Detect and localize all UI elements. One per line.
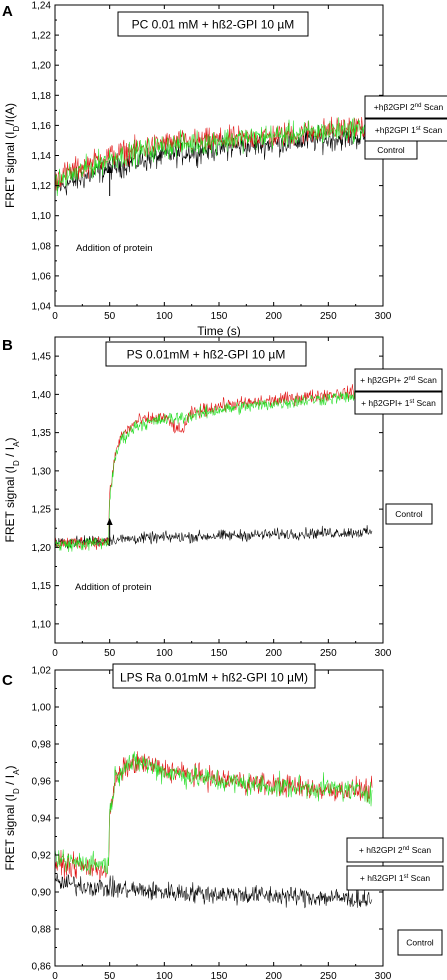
- y-tick-label: 1,40: [32, 390, 52, 401]
- legend-box: [397, 929, 443, 956]
- y-tick-label: 1,08: [32, 241, 52, 252]
- annotation-text: Addition of protein: [75, 582, 152, 593]
- y-tick-label: 1,25: [32, 505, 52, 516]
- y-tick-label: 1,16: [32, 121, 52, 132]
- series-line-h-2gpi-1st-scan: [54, 388, 373, 553]
- title-box: [112, 663, 316, 689]
- x-tick-label: 250: [320, 648, 337, 659]
- y-tick-label: 1,30: [32, 466, 52, 477]
- legend-label: + hß2GPI 1st Scan: [360, 873, 430, 883]
- y-tick-label: 1,02: [32, 666, 52, 677]
- x-tick-label: 50: [104, 971, 116, 980]
- legend-box: [364, 95, 447, 119]
- x-axis-label: Time (s): [197, 324, 241, 338]
- legend-label: Control: [395, 509, 423, 519]
- title-box: [117, 11, 309, 37]
- x-tick-label: 250: [320, 311, 337, 322]
- y-axis-label: FRET signal (ID/I(A): [3, 103, 21, 208]
- annotation-arrowhead: [106, 518, 113, 525]
- plot-frame: [54, 669, 384, 967]
- legend-box: [364, 140, 418, 160]
- legend-label: +hβ2GPI 1st Scan: [375, 125, 443, 135]
- y-tick-label: 1,10: [32, 619, 52, 630]
- annotation-arrowhead: [106, 166, 113, 173]
- x-tick-label: 100: [156, 971, 173, 980]
- x-tick-label: 200: [265, 648, 282, 659]
- chart-panel-c: C 0 50 100 150 200 250 300 0,86 0,88 0,90 0,92 0,94 0…: [2, 663, 444, 980]
- x-tick-label: 300: [375, 648, 392, 659]
- legend-label: + hß2GPI 2nd Scan: [359, 845, 431, 855]
- plot-frame: [54, 336, 384, 644]
- panel-letter: C: [2, 672, 13, 689]
- x-tick-label: 100: [156, 311, 173, 322]
- x-tick-label: 50: [104, 311, 116, 322]
- x-tick-label: 250: [320, 971, 337, 980]
- series-line-control: [54, 873, 373, 909]
- y-tick-label: 0,96: [32, 777, 52, 788]
- y-tick-label: 0,92: [32, 851, 52, 862]
- annotation-text: Addition of protein: [76, 243, 153, 254]
- legend-box: [354, 391, 443, 415]
- x-tick-label: 300: [375, 971, 392, 980]
- chart-title: PC 0.01 mM + hß2-GPI 10 µM: [132, 18, 295, 32]
- x-tick-label: 100: [156, 648, 173, 659]
- y-axis-label: FRET signal (ID / IA): [3, 438, 21, 543]
- series-line-h-2gpi-2nd-scan: [54, 384, 373, 550]
- legend-box: [385, 503, 433, 525]
- chart-panel-a: A 0 50 100 150 200 250 300 1,04 1,06 1,08 1,10 1,12 1…: [2, 1, 447, 338]
- y-tick-label: 1,10: [32, 211, 52, 222]
- legend-label: + hβ2GPI+ 1st Scan: [361, 398, 436, 408]
- plot-frame: [54, 4, 384, 307]
- x-tick-label: 150: [211, 311, 228, 322]
- y-tick-label: 1,45: [32, 352, 52, 363]
- y-tick-label: 1,15: [32, 581, 52, 592]
- y-tick-label: 0,88: [32, 925, 52, 936]
- legend-box: [346, 865, 444, 891]
- chart-panel-b: B 0 50 100 150 200 250 300 1,10 1,15 1,20 1,25 1,30 1…: [2, 336, 443, 675]
- title-box: [105, 341, 307, 367]
- y-tick-label: 1,18: [32, 91, 52, 102]
- series-line-h-2gpi-1st-scan: [54, 117, 373, 197]
- y-tick-label: 1,06: [32, 271, 52, 282]
- legend-label: Control: [406, 938, 434, 948]
- x-tick-label: 300: [375, 311, 392, 322]
- x-tick-label: 150: [211, 971, 228, 980]
- x-tick-label: 0: [52, 311, 58, 322]
- y-tick-label: 0,90: [32, 888, 52, 899]
- series-line-h-2gpi-1st-scan: [54, 751, 373, 877]
- y-tick-label: 1,14: [32, 151, 52, 162]
- legend-label: + hβ2GPI+ 2nd Scan: [360, 375, 437, 385]
- legend-label: +hβ2GPI 2nd Scan: [374, 102, 444, 112]
- x-tick-label: 200: [265, 971, 282, 980]
- y-tick-label: 1,12: [32, 181, 52, 192]
- x-tick-label: 0: [52, 648, 58, 659]
- x-tick-label: 150: [211, 648, 228, 659]
- x-tick-label: 50: [104, 648, 116, 659]
- y-tick-label: 1,04: [32, 302, 52, 313]
- y-axis-label: FRET signal (ID / IA): [3, 766, 21, 871]
- y-tick-label: 1,35: [32, 428, 52, 439]
- series-line-h-2gpi-2nd-scan: [54, 751, 373, 881]
- y-tick-label: 1,24: [32, 1, 52, 12]
- x-tick-label: 0: [52, 971, 58, 980]
- y-tick-label: 1,20: [32, 543, 52, 554]
- y-tick-label: 1,22: [32, 31, 52, 42]
- y-tick-label: 0,94: [32, 814, 52, 825]
- x-tick-label: 200: [265, 311, 282, 322]
- legend-box: [354, 368, 443, 392]
- y-tick-label: 1,00: [32, 703, 52, 714]
- legend-box: [346, 837, 444, 863]
- legend-label: Control: [377, 145, 405, 155]
- chart-title: LPS Ra 0.01mM + hß2-GPI 10 µM): [120, 671, 308, 685]
- chart-title: PS 0.01mM + hß2-GPI 10 µM: [127, 348, 286, 362]
- y-tick-label: 0,98: [32, 740, 52, 751]
- panel-letter: A: [2, 3, 13, 20]
- y-tick-label: 1,20: [32, 61, 52, 72]
- panel-letter: B: [2, 337, 13, 354]
- y-tick-label: 0,86: [32, 962, 52, 973]
